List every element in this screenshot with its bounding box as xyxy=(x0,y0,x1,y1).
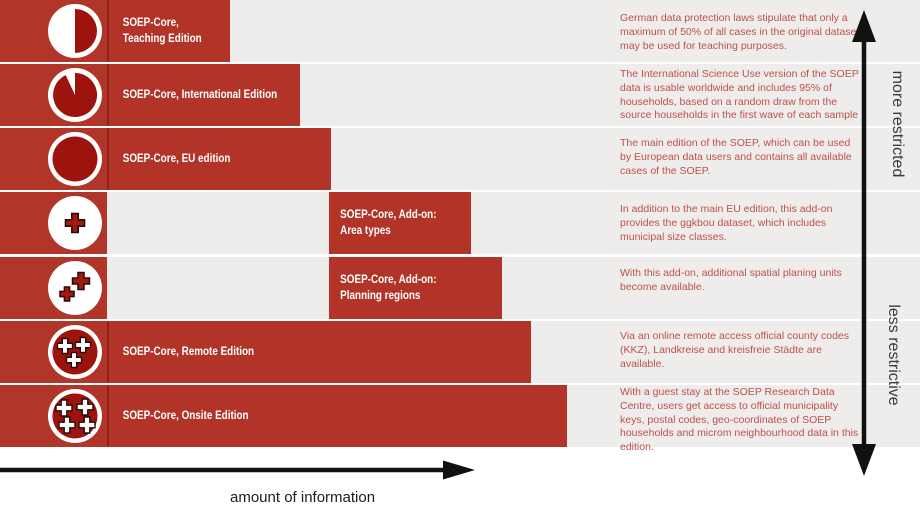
row-addon-planning-regions: SOEP-Core, Add-on: Planning regions With… xyxy=(0,257,920,319)
edition-label-line: Planning regions xyxy=(340,290,421,302)
edition-label-line: SOEP-Core, International Edition xyxy=(122,89,278,101)
edition-description: The main edition of the SOEP, which can … xyxy=(620,137,852,177)
row-onsite-edition: SOEP-Core, Onsite Edition With a guest s… xyxy=(0,385,920,453)
edition-label: SOEP-Core, Onsite Edition xyxy=(109,408,249,424)
edition-label-line: SOEP-Core, Add-on: xyxy=(340,209,437,221)
icon-cell xyxy=(0,192,107,254)
edition-bar: SOEP-Core, Onsite Edition xyxy=(107,385,567,447)
edition-bar: SOEP-Core, Add-on: Planning regions xyxy=(329,257,502,319)
edition-bar: SOEP-Core, Add-on: Area types xyxy=(329,192,471,254)
edition-label-line: Area types xyxy=(340,225,391,237)
row-international-edition: SOEP-Core, International Edition The Int… xyxy=(0,64,920,126)
row-addon-area-types: SOEP-Core, Add-on: Area types In additio… xyxy=(0,192,920,254)
row-remote-edition: SOEP-Core, Remote Edition Via an online … xyxy=(0,321,920,383)
horizontal-axis-label: amount of information xyxy=(230,489,376,506)
pie-half-icon xyxy=(48,4,102,58)
edition-label-line: SOEP-Core, Add-on: xyxy=(340,274,437,286)
edition-description: With a guest stay at the SOEP Research D… xyxy=(620,386,859,454)
icon-cell xyxy=(0,385,107,447)
pie-full-icon xyxy=(48,132,102,186)
icon-cell xyxy=(0,257,107,319)
edition-description: German data protection laws stipulate th… xyxy=(620,12,860,52)
row-teaching-edition: SOEP-Core, Teaching Edition German data … xyxy=(0,0,920,62)
edition-label: SOEP-Core, International Edition xyxy=(109,87,277,103)
edition-label: SOEP-Core, Add-on: Area types xyxy=(329,207,437,239)
vertical-axis-label-bottom: less restrictive xyxy=(885,304,902,406)
edition-bar: SOEP-Core, EU edition xyxy=(107,128,331,190)
edition-description: Via an online remote access official cou… xyxy=(620,330,849,370)
edition-label-line: SOEP-Core, Onsite Edition xyxy=(122,410,249,422)
crosses-two-icon xyxy=(48,261,102,315)
icon-cell xyxy=(0,128,107,190)
edition-bar: SOEP-Core, Remote Edition xyxy=(107,321,531,383)
horizontal-axis-arrowhead-icon xyxy=(443,460,475,480)
edition-label: SOEP-Core, EU edition xyxy=(109,151,231,167)
icon-cell xyxy=(0,321,107,383)
edition-label: SOEP-Core, Teaching Edition xyxy=(109,15,202,47)
edition-bar: SOEP-Core, Teaching Edition xyxy=(107,0,230,62)
pie-95-percent-icon xyxy=(48,68,102,122)
edition-label: SOEP-Core, Remote Edition xyxy=(109,344,254,360)
edition-description: The International Science Use version of… xyxy=(620,68,859,122)
edition-label-line: SOEP-Core, EU edition xyxy=(122,153,231,165)
edition-label-line: SOEP-Core, xyxy=(122,17,179,29)
cross-single-icon xyxy=(48,196,102,250)
icon-cell xyxy=(0,0,107,62)
edition-bar: SOEP-Core, International Edition xyxy=(107,64,300,126)
crosses-three-icon xyxy=(48,325,102,379)
crosses-four-icon xyxy=(48,389,102,443)
edition-description: In addition to the main EU edition, this… xyxy=(620,203,833,243)
edition-label-line: SOEP-Core, Remote Edition xyxy=(122,346,255,358)
edition-description: With this add-on, additional spatial pla… xyxy=(620,267,842,293)
edition-label: SOEP-Core, Add-on: Planning regions xyxy=(329,272,437,304)
icon-cell xyxy=(0,64,107,126)
row-eu-edition: SOEP-Core, EU edition The main edition o… xyxy=(0,128,920,190)
vertical-axis-label-top: more restricted xyxy=(889,70,906,178)
edition-label-line: Teaching Edition xyxy=(122,33,202,45)
